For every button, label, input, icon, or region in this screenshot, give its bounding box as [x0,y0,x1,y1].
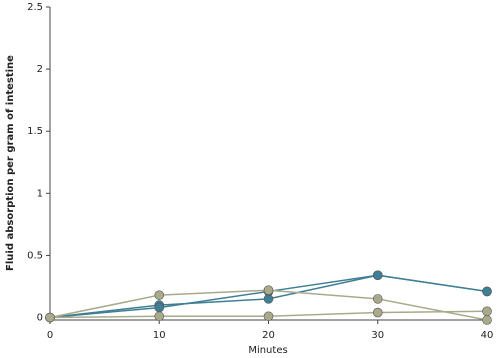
y-tick-label: 1.5 [27,126,43,137]
y-tick-label: 0 [37,313,43,324]
y-axis-label: Fluid absorption per gram of intestine [5,55,16,271]
data-point [482,315,492,325]
x-tick-label: 30 [371,330,384,341]
data-point [482,306,492,317]
data-point [263,311,274,322]
data-point [154,311,165,322]
data-point [154,290,165,300]
data-point [482,286,492,297]
x-tick-label: 0 [47,330,53,341]
x-tick-label: 20 [262,330,275,341]
x-tick-label: 10 [153,330,166,341]
data-point [263,285,274,295]
data-point [154,302,165,313]
data-point [45,312,55,323]
y-tick-label: 1 [37,188,43,199]
data-point [372,270,383,281]
data-point [372,307,383,318]
y-tick-label: 2 [37,64,43,75]
y-tick-label: 2.5 [27,2,43,13]
x-axis-label: Minutes [248,345,287,356]
x-tick-label: 40 [481,330,494,341]
y-tick-label: 0.5 [27,250,43,261]
data-point [372,294,383,304]
